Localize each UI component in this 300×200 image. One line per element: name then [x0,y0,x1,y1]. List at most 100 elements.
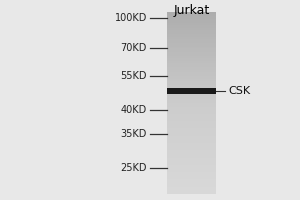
Bar [167,118,216,120]
Bar [167,185,216,187]
Bar [167,19,216,21]
Bar [167,136,216,138]
Bar [167,165,216,167]
Bar [167,119,216,121]
Bar [167,90,216,92]
Bar [167,16,216,18]
Bar [167,105,216,107]
Bar [167,159,216,161]
Text: 25KD: 25KD [121,163,147,173]
Bar [167,61,216,63]
Text: Jurkat: Jurkat [174,4,210,17]
Bar [167,52,216,54]
Bar [167,70,216,72]
Bar [167,174,216,176]
Bar [167,158,216,160]
Bar [167,21,216,23]
Bar [167,83,216,85]
Bar [167,41,216,43]
Text: CSK: CSK [228,86,250,96]
Bar [167,96,216,98]
Bar [167,36,216,38]
Bar [167,145,216,147]
Bar [167,28,216,30]
Text: 35KD: 35KD [121,129,147,139]
Bar [167,32,216,34]
Bar [167,176,216,178]
Bar [167,108,216,110]
Bar [167,79,216,81]
Bar [167,103,216,105]
Bar [167,156,216,158]
Bar [167,128,216,130]
Bar [167,187,216,189]
Bar [167,76,216,78]
Bar [167,99,216,101]
Bar [167,78,216,80]
Bar [167,130,216,132]
Bar [167,85,216,87]
Bar [167,150,216,152]
Bar [167,88,216,94]
Bar [167,152,216,154]
Bar [167,47,216,49]
Text: 40KD: 40KD [121,105,147,115]
Text: 55KD: 55KD [121,71,147,81]
Bar [167,110,216,112]
Bar [167,189,216,191]
Bar [167,127,216,129]
Bar [167,147,216,149]
Bar [167,181,216,183]
Bar [167,134,216,136]
Bar [167,87,216,89]
Bar [167,179,216,181]
Bar [167,107,216,109]
Bar [167,58,216,60]
Bar [167,43,216,45]
Bar [167,178,216,180]
Bar [167,67,216,69]
Bar [167,81,216,83]
Bar [167,65,216,67]
Bar [167,72,216,74]
Bar [167,141,216,143]
Bar [167,169,216,171]
Bar [167,139,216,141]
Bar [167,192,216,194]
Bar [167,12,216,14]
Bar [167,112,216,114]
Bar [167,14,216,16]
Bar [167,45,216,47]
Bar [167,101,216,103]
Bar [167,132,216,134]
Bar [167,163,216,165]
Bar [167,167,216,169]
Bar [167,190,216,192]
Bar [167,17,216,19]
Text: 100KD: 100KD [115,13,147,23]
Bar [167,92,216,94]
Bar [167,183,216,185]
Bar [167,172,216,174]
Bar [167,154,216,156]
Bar [167,30,216,32]
Bar [167,170,216,172]
Bar [167,161,216,163]
Bar [167,39,216,41]
Text: 70KD: 70KD [121,43,147,53]
Bar [167,34,216,36]
Bar [167,54,216,56]
Bar [167,50,216,52]
Bar [167,148,216,151]
Bar [167,68,216,70]
Bar [167,59,216,61]
Bar [167,48,216,50]
Bar [167,138,216,140]
Bar [167,125,216,127]
Bar [167,25,216,27]
Bar [167,121,216,123]
Bar [167,74,216,76]
Bar [167,27,216,29]
Bar [167,94,216,96]
Bar [167,23,216,25]
